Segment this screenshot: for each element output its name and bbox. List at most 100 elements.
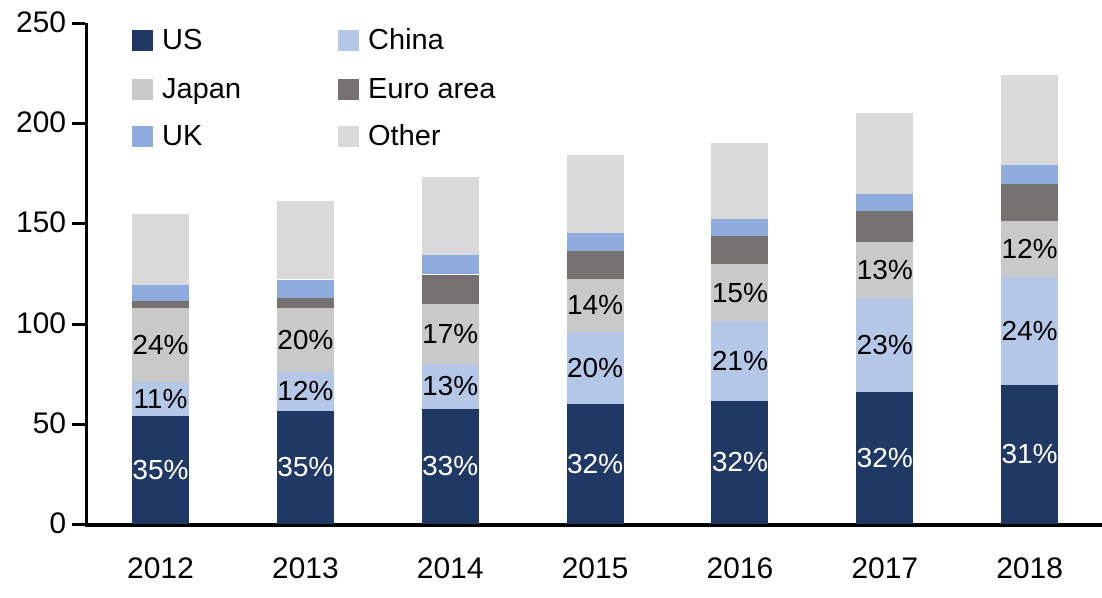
bar-segment-uk xyxy=(131,284,189,301)
percent-label: 12% xyxy=(1001,232,1058,264)
percent-label: 35% xyxy=(132,453,189,485)
x-tick-label: 2014 xyxy=(416,552,484,585)
bar-segment-other xyxy=(131,214,189,285)
bar-segment-us: 32% xyxy=(711,400,769,524)
bar-segment-us: 35% xyxy=(131,415,189,524)
legend-swatch-icon xyxy=(132,78,153,100)
bar-segment-japan: 14% xyxy=(566,278,624,332)
y-tick-label: 100 xyxy=(15,306,66,340)
bar-segment-euro-area xyxy=(1001,184,1059,222)
percent-label: 15% xyxy=(711,276,768,308)
y-tick-label: 50 xyxy=(32,406,66,440)
bar-segment-uk xyxy=(856,194,914,212)
legend-swatch-icon xyxy=(132,29,153,51)
bar-segment-other xyxy=(711,143,769,220)
bar-segment-euro-area xyxy=(711,236,769,265)
bar-segment-uk xyxy=(276,279,334,298)
y-tick-label: 0 xyxy=(49,507,66,540)
bar-segment-uk xyxy=(1001,165,1059,185)
y-axis-tick xyxy=(72,222,85,226)
bar-segment-us: 31% xyxy=(1001,384,1059,524)
legend-item-other: Other xyxy=(338,121,441,151)
percent-label: 31% xyxy=(1001,438,1058,470)
bar-segment-china: 24% xyxy=(1001,276,1059,385)
legend-label: China xyxy=(368,23,444,56)
x-tick-label: 2013 xyxy=(271,552,339,585)
x-tick-label: 2017 xyxy=(851,552,919,585)
bar-segment-uk xyxy=(421,255,479,275)
bar-segment-other xyxy=(1001,75,1059,166)
bar-segment-euro-area xyxy=(566,251,624,279)
bar-segment-us: 32% xyxy=(856,391,914,524)
bar-segment-euro-area xyxy=(276,297,334,308)
bar-segment-china: 12% xyxy=(276,371,334,411)
legend-item-us: US xyxy=(132,25,202,55)
percent-label: 32% xyxy=(856,441,913,473)
bar-segment-us: 33% xyxy=(421,408,479,524)
percent-label: 11% xyxy=(133,382,188,414)
x-tick-label: 2018 xyxy=(996,552,1063,585)
legend-label: UK xyxy=(162,119,203,152)
percent-label: 33% xyxy=(422,450,479,482)
y-tick-label: 250 xyxy=(15,6,66,39)
bar-segment-other xyxy=(421,177,479,256)
legend-swatch-icon xyxy=(338,78,359,100)
bar-segment-us: 35% xyxy=(276,410,334,524)
legend-item-uk: UK xyxy=(132,121,202,151)
y-axis-line xyxy=(85,23,88,527)
y-tick-label: 150 xyxy=(15,206,66,240)
percent-label: 12% xyxy=(277,375,334,407)
percent-label: 13% xyxy=(422,370,479,402)
legend-swatch-icon xyxy=(338,125,359,147)
bar-segment-us: 32% xyxy=(566,403,624,524)
legend-swatch-icon xyxy=(338,29,359,51)
x-tick-label: 2016 xyxy=(706,552,774,585)
bar-segment-china: 11% xyxy=(131,381,189,416)
percent-label: 14% xyxy=(566,289,624,321)
y-axis-tick xyxy=(72,523,85,526)
bar-segment-uk xyxy=(711,219,769,237)
y-tick-label: 200 xyxy=(15,106,66,140)
bar-segment-other xyxy=(566,155,624,234)
bar-segment-euro-area xyxy=(421,274,479,304)
percent-label: 13% xyxy=(856,253,913,285)
percent-label: 32% xyxy=(566,447,624,479)
legend-item-euro-area: Euro area xyxy=(338,74,495,104)
legend-item-japan: Japan xyxy=(132,74,241,104)
percent-label: 24% xyxy=(132,328,189,360)
bar-segment-euro-area xyxy=(856,211,914,243)
legend-label: Euro area xyxy=(368,72,496,105)
bar-segment-euro-area xyxy=(131,300,189,308)
bar-segment-japan: 13% xyxy=(856,242,914,298)
percent-label: 20% xyxy=(277,323,334,355)
bar-segment-japan: 24% xyxy=(131,307,189,382)
bar-segment-china: 13% xyxy=(421,363,479,409)
y-axis-tick xyxy=(72,122,85,126)
percent-label: 32% xyxy=(711,446,768,478)
y-axis-tick xyxy=(72,322,85,326)
percent-label: 17% xyxy=(422,317,479,349)
legend-label: Other xyxy=(368,119,441,152)
bar-segment-japan: 17% xyxy=(421,303,479,364)
x-axis-line xyxy=(85,523,1102,527)
bar-segment-china: 20% xyxy=(566,331,624,404)
bar-segment-japan: 15% xyxy=(711,264,769,321)
percent-label: 23% xyxy=(856,328,913,360)
bar-segment-japan: 12% xyxy=(1001,221,1059,277)
y-axis-tick xyxy=(72,422,85,426)
percent-label: 24% xyxy=(1001,314,1058,346)
bar-segment-other xyxy=(276,201,334,280)
percent-label: 21% xyxy=(711,344,768,376)
bar-segment-china: 23% xyxy=(856,297,914,392)
legend-item-china: China xyxy=(338,25,444,55)
legend-label: US xyxy=(162,23,203,56)
bar-segment-china: 21% xyxy=(711,320,769,401)
y-axis-tick xyxy=(72,22,85,25)
x-tick-label: 2015 xyxy=(561,552,629,585)
bar-segment-uk xyxy=(566,233,624,252)
legend-swatch-icon xyxy=(132,125,153,147)
legend-label: Japan xyxy=(162,72,242,105)
bar-segment-other xyxy=(856,113,914,195)
percent-label: 20% xyxy=(566,351,624,383)
